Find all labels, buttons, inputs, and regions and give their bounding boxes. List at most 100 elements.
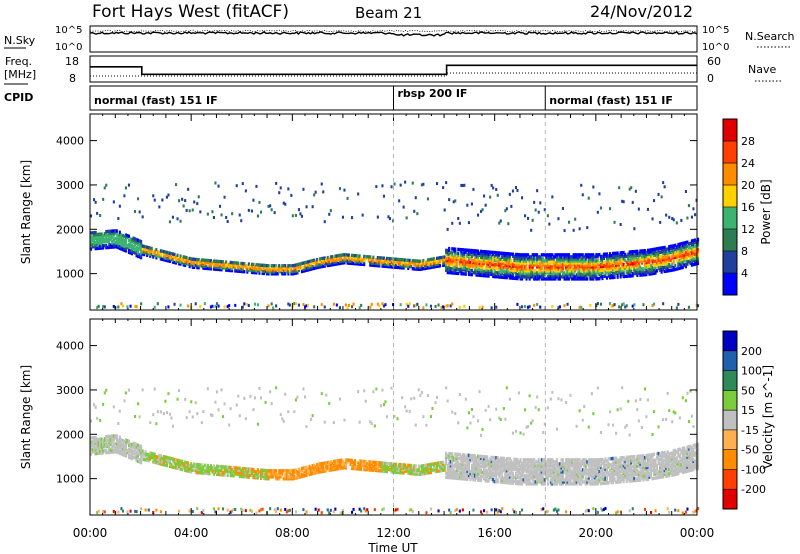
echo-cell [216,261,219,265]
echo-cell [100,246,103,250]
echo-cell [487,479,490,483]
echo-cell [445,252,448,257]
echo-cell [584,269,587,273]
echo-cell [285,469,288,473]
echo-cell [590,273,593,277]
echo-cell [331,257,334,261]
echo-cell [276,477,279,481]
echo-cell [522,273,525,277]
echo-cell [388,462,391,466]
echo-cell [493,262,496,267]
echo-cell [216,265,219,269]
echo-cell [420,263,423,267]
echo-cell [466,266,469,270]
echo-cell [96,437,99,442]
echo-cell [173,260,176,265]
echo-cell [613,303,616,307]
echo-cell [184,460,187,464]
echo-cell [483,465,486,469]
echo-cell [96,511,99,515]
echo-cell [678,248,681,252]
echo-cell [164,258,167,262]
echo-cell [621,253,624,257]
echo-cell [475,273,478,277]
echo-cell [234,508,237,511]
echo-cell [697,249,700,254]
echo-cell [569,271,572,275]
echo-cell [158,455,161,460]
echo-cell [690,255,693,259]
echo-cell [668,268,671,273]
echo-cell [200,421,203,425]
echo-cell [495,263,498,267]
echo-cell [484,274,487,278]
echo-cell [94,234,97,239]
echo-cell [138,245,141,249]
echo-cell [178,461,181,465]
echo-cell [132,441,135,445]
echo-cell [296,263,299,267]
echo-cell [492,459,495,464]
echo-cell [105,437,108,441]
echo-cell [681,245,684,250]
echo-cell [106,245,109,250]
echo-cell [493,250,496,255]
echo-cell [633,267,636,272]
echo-cell [332,260,335,265]
echo-cell [458,269,461,274]
echo-cell [348,458,351,462]
echo-cell [610,261,613,266]
echo-cell [516,188,519,192]
echo-cell [344,257,347,261]
echo-cell [457,466,460,471]
echo-cell [527,275,530,279]
echo-cell [492,455,495,460]
echo-cell [363,467,366,472]
echo-cell [442,259,445,263]
echo-cell [118,443,121,447]
echo-cell [578,305,581,309]
echo-cell [358,507,361,511]
echo-cell [534,261,537,265]
echo-cell [337,461,340,465]
echo-cell [187,463,190,467]
echo-cell [587,261,590,265]
echo-cell [184,261,187,265]
echo-cell [473,464,476,468]
echo-cell [205,465,208,470]
echo-cell [238,474,241,478]
echo-cell [675,247,678,251]
echo-cell [513,264,516,268]
echo-cell [178,262,181,266]
echo-cell [267,204,270,208]
echo-cell [425,467,428,471]
echo-cell [346,253,349,257]
echo-cell [651,304,654,307]
echo-cell [123,242,126,246]
echo-cell [96,246,99,251]
echo-cell [616,253,619,257]
echo-cell [106,444,109,449]
echo-cell [666,251,669,255]
echo-cell [525,267,528,271]
echo-cell [630,270,633,274]
echo-cell [461,457,464,461]
echo-cell [317,468,320,472]
echo-cell [499,478,502,482]
echo-cell [672,250,675,254]
echo-cell [448,262,451,267]
echo-cell [120,450,123,454]
echo-cell [599,206,602,210]
echo-cell [416,263,419,267]
echo-cell [499,261,502,265]
echo-cell [202,471,205,475]
echo-cell [137,445,140,449]
echo-cell [181,467,184,472]
echo-cell [677,262,680,267]
echo-cell [99,449,102,453]
echo-cell [246,303,249,306]
echo-cell [117,510,120,514]
echo-cell [496,456,499,460]
echo-cell [171,254,174,258]
echo-cell [524,257,527,261]
